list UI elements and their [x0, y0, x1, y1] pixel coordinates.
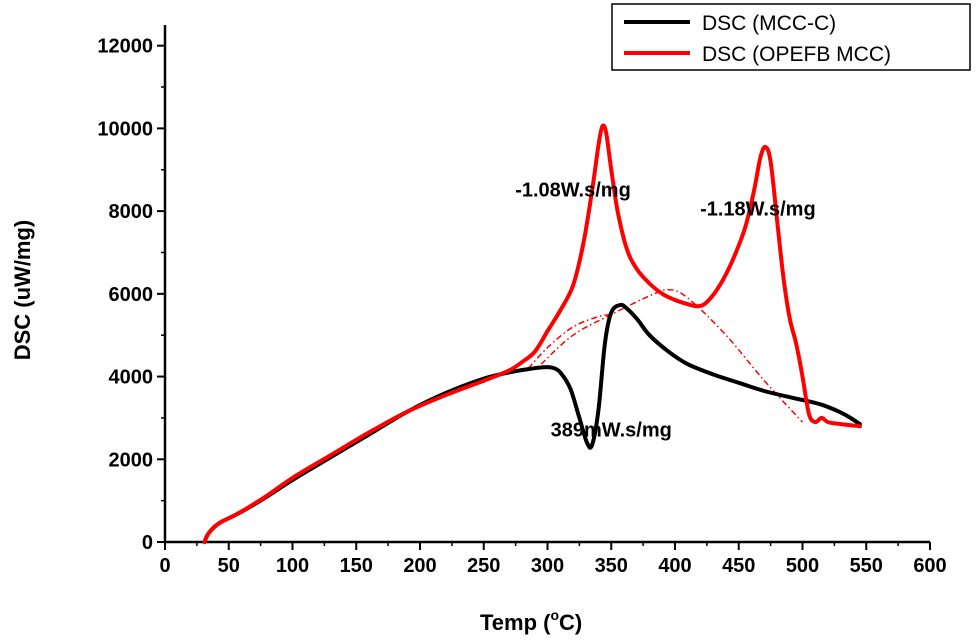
- y-axis-title: DSC (uW/mg): [10, 220, 35, 361]
- series-line-opefb-mcc: [202, 123, 862, 544]
- x-tick-label: 500: [786, 555, 819, 577]
- x-tick-label: 550: [850, 555, 883, 577]
- legend-label-mcc-c: DSC (MCC-C): [702, 12, 836, 35]
- x-tick-label: 200: [403, 555, 436, 577]
- x-tick-label: 400: [658, 555, 691, 577]
- y-tick-label: 8000: [109, 201, 154, 223]
- x-tick-label: 0: [159, 555, 170, 577]
- y-tick-label: 4000: [109, 367, 154, 389]
- y-tick-label: 10000: [97, 118, 153, 140]
- legend: DSC (MCC-C) DSC (OPEFB MCC): [611, 3, 971, 71]
- x-tick-label: 150: [340, 555, 373, 577]
- x-axis-title-main: Temp (: [480, 610, 551, 635]
- y-tick-label: 12000: [97, 36, 153, 58]
- series-layer: [202, 123, 862, 544]
- annotation-label: -1.18W.s/mg: [700, 198, 816, 220]
- x-tick-label: 600: [913, 555, 946, 577]
- x-axis-title: Temp (oC): [480, 607, 582, 635]
- y-tick-label: 0: [142, 532, 153, 554]
- x-tick-label: 450: [722, 555, 755, 577]
- legend-box: [611, 3, 971, 71]
- y-ticks: 0 2000 4000 6000 8000 10000 12000: [97, 36, 165, 554]
- x-tick-label: 250: [467, 555, 500, 577]
- x-tick-label: 50: [218, 555, 240, 577]
- x-axis-title-sup: o: [550, 607, 559, 623]
- annotation-label: -1.08W.s/mg: [515, 180, 631, 202]
- y-tick-label: 6000: [109, 284, 154, 306]
- x-tick-label: 300: [531, 555, 564, 577]
- annotation-label: 389mW.s/mg: [551, 420, 672, 442]
- annotation-layer: -1.08W.s/mg -1.18W.s/mg 389mW.s/mg: [515, 180, 815, 442]
- x-axis-title-unit: C): [559, 610, 582, 635]
- x-tick-label: 100: [276, 555, 309, 577]
- baseline-peak-2: [540, 288, 804, 423]
- y-tick-label: 2000: [109, 449, 154, 471]
- x-ticks: 0 50 100 150 200 250 300 350 400 450 500 550 600: [159, 542, 947, 577]
- series-line-mcc-c: [202, 302, 862, 544]
- baseline-peak-1: [527, 313, 612, 369]
- x-tick-label: 350: [595, 555, 628, 577]
- legend-label-opefb-mcc: DSC (OPEFB MCC): [702, 43, 891, 66]
